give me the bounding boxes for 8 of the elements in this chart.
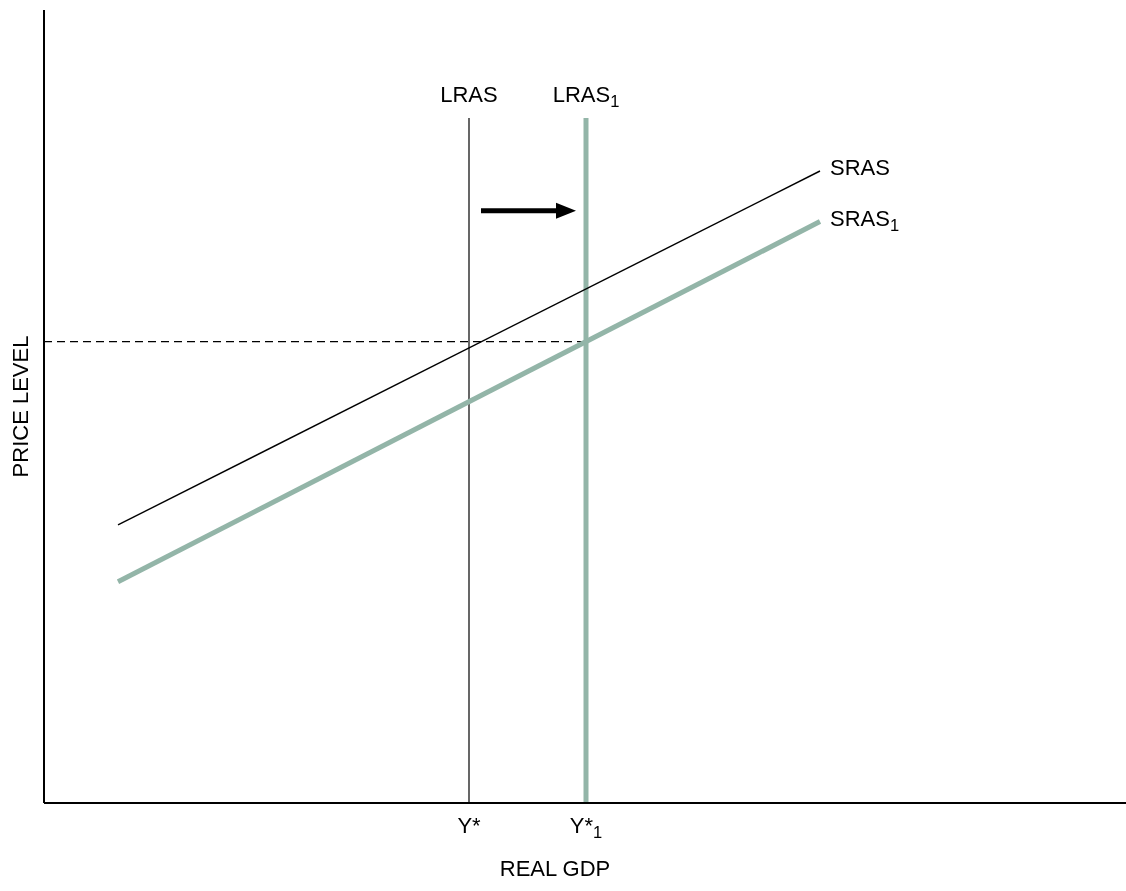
- series-label: SRAS: [830, 155, 890, 180]
- y-axis-title: PRICE LEVEL: [8, 335, 33, 478]
- ref-line-label: LRAS: [440, 82, 498, 107]
- x-axis-title: REAL GDP: [499, 856, 611, 881]
- x-tick-label: Y*: [457, 813, 482, 838]
- ref-line-label: LRAS$_{1}$: [552, 82, 620, 111]
- x-tick-label: Y*$_{1}$: [569, 813, 603, 842]
- series-label: SRAS$_{1}$: [830, 205, 900, 234]
